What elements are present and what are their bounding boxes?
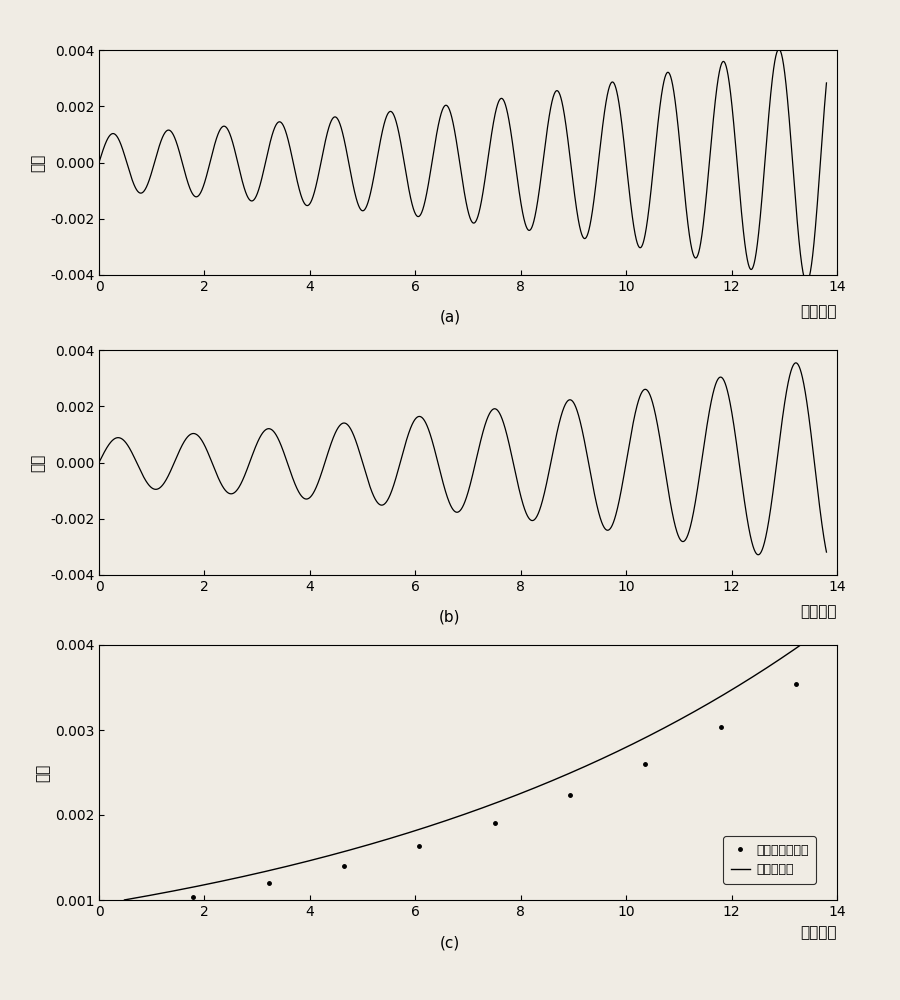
Text: 时间：秒: 时间：秒: [800, 304, 837, 319]
主导模式包络信: [414, 840, 425, 852]
拟合包络线: [821, 621, 832, 633]
Y-axis label: 幅値: 幅値: [31, 153, 46, 172]
Line: 拟合包络线: 拟合包络线: [124, 627, 826, 900]
主导模式包络信: [338, 860, 349, 872]
主导模式包络信: [716, 721, 726, 733]
Text: 时间：秒: 时间：秒: [800, 926, 837, 940]
主导模式包络信: [188, 891, 199, 903]
拟合包络线: [119, 894, 130, 906]
拟合包络线: [489, 798, 500, 810]
Text: (b): (b): [439, 610, 461, 625]
Text: (a): (a): [439, 310, 461, 325]
主导模式包络信: [564, 789, 575, 801]
Y-axis label: 幅値: 幅値: [35, 763, 50, 782]
拟合包络线: [361, 839, 372, 851]
Line: 主导模式包络信: 主导模式包络信: [190, 680, 799, 901]
主导模式包络信: [264, 877, 274, 889]
拟合包络线: [454, 810, 465, 822]
主导模式包络信: [640, 758, 651, 770]
Text: (c): (c): [440, 935, 460, 950]
主导模式包络信: [490, 817, 500, 829]
Legend: 主导模式包络信, 拟合包络线: 主导模式包络信, 拟合包络线: [724, 836, 816, 884]
拟合包络线: [291, 858, 302, 870]
主导模式包络信: [790, 678, 801, 690]
Text: 时间：秒: 时间：秒: [800, 604, 837, 619]
Y-axis label: 幅値: 幅値: [31, 453, 46, 472]
拟合包络线: [635, 734, 646, 746]
拟合包络线: [310, 853, 320, 865]
